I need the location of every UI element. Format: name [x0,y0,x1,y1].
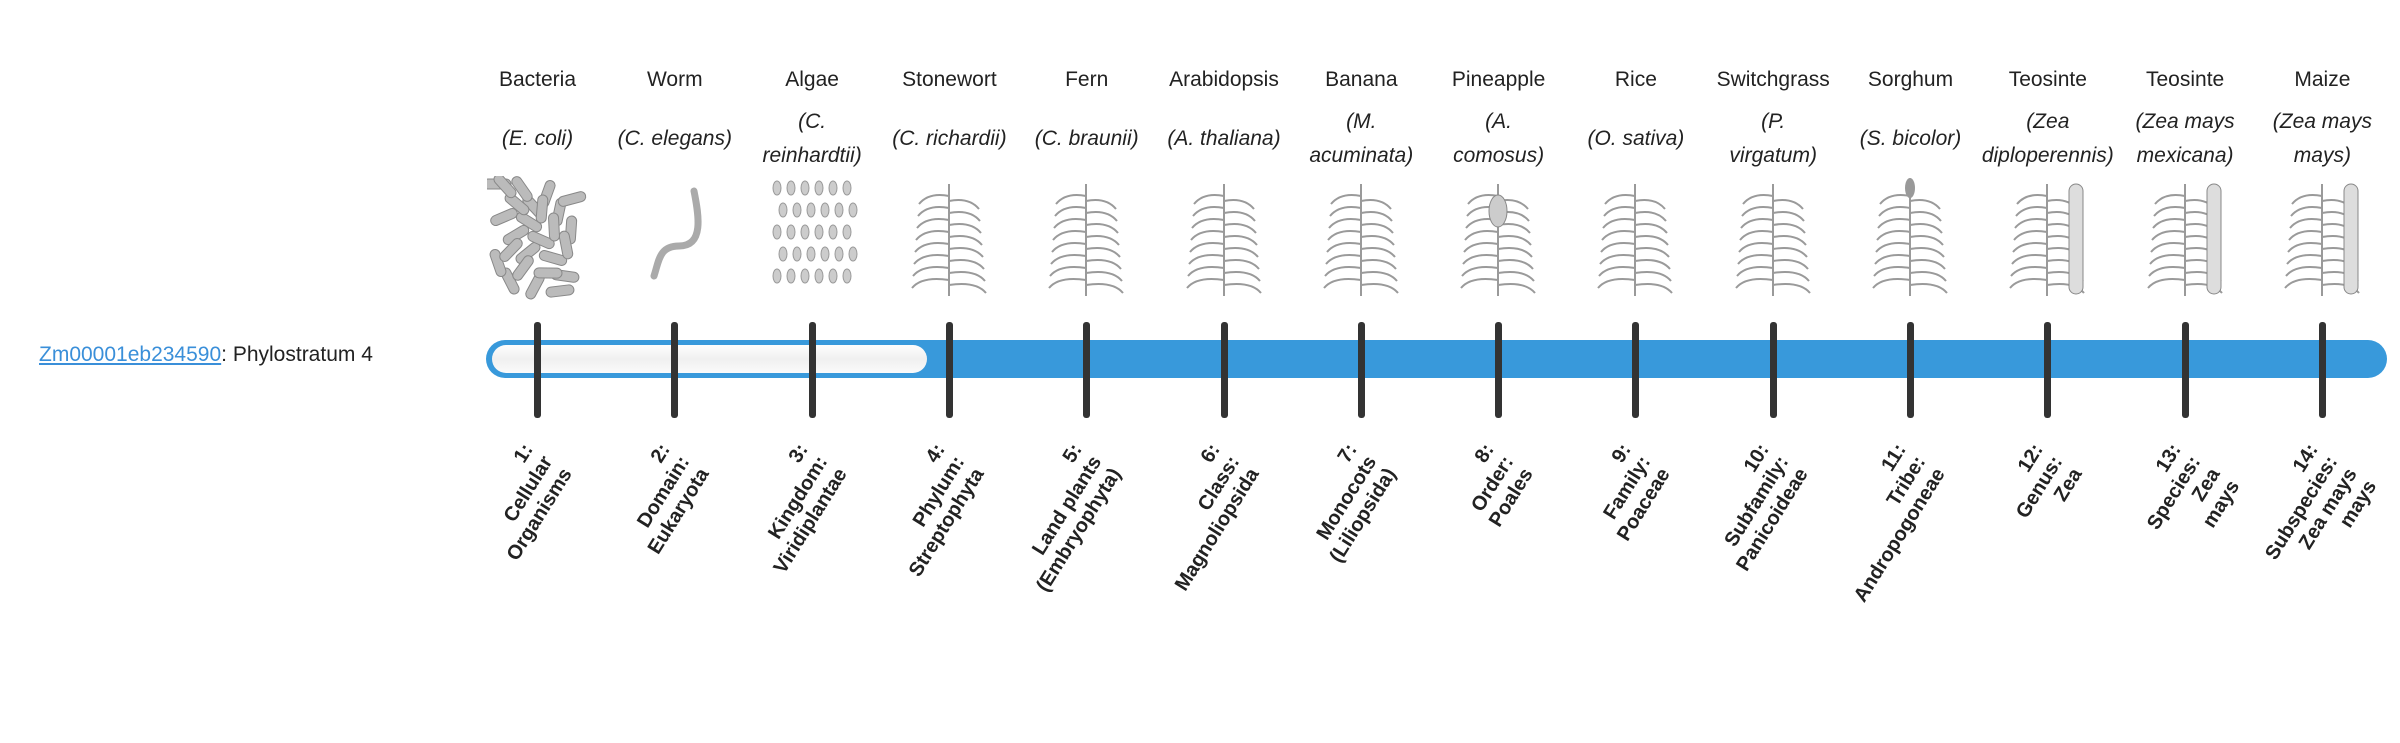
banana-icon [1311,176,1411,300]
organism-name: Arabidopsis [1169,68,1279,91]
stratum-tick [1083,322,1091,418]
stratum-tick [534,322,541,418]
phylostratum-bar-empty [492,345,927,373]
species-name: (C. richardii) [892,127,1007,150]
stratum-tick [945,322,953,418]
stratum-tick [1495,322,1503,418]
stratum-tick [1632,322,1640,418]
species-name: (C. braunii) [1034,127,1139,150]
algae-icon [762,176,862,300]
organism-name: Banana [1325,68,1398,91]
arabidopsis-icon [1174,176,1274,300]
phylostratum-text: Phylostratum 4 [232,343,373,366]
species-name: (C. reinhardtii) [762,110,862,167]
stratum-tick [1769,322,1777,418]
stratum-tick [1357,322,1365,418]
stratum-tick [2044,322,2052,418]
phylostratum-bar [486,340,2387,378]
gene-id-link[interactable]: Zm00001eb234590 [39,343,222,366]
organism-name: Stonewort [902,68,997,91]
species-name: (P. virgatum) [1729,110,1817,167]
organism-name: Maize [2294,68,2351,91]
species-name: (O. sativa) [1587,127,1685,150]
teosinte-icon [2135,176,2235,300]
gene-separator: : [221,343,233,366]
worm-icon [624,176,724,300]
maize-icon [2272,176,2372,300]
species-name: (Zea mays mexicana) [2135,110,2235,167]
species-name: (A. comosus) [1453,110,1545,167]
species-name: (Zea mays mays) [2272,110,2372,167]
organism-name: Sorghum [1867,68,1954,91]
stratum-tick [2181,322,2189,418]
organism-name: Worm [646,68,703,91]
stonewort-icon [899,176,999,300]
fern-icon [1036,176,1136,300]
stratum-tick [2318,322,2326,418]
stratum-tick [1907,322,1914,418]
switchgrass-icon [1723,176,1823,300]
bacteria-icon [482,173,587,300]
species-name: (C. elegans) [617,127,732,150]
stratum-tick [671,322,679,418]
organism-name: Fern [1065,68,1109,91]
gene-label: Zm00001eb234590: Phylostratum 4 [39,343,373,367]
rice-icon [1585,176,1685,300]
organism-name: Switchgrass [1716,68,1830,91]
stratum-tick [1220,322,1228,418]
organism-name: Teosinte [2145,68,2225,91]
species-name: (M. acuminata) [1309,110,1414,167]
stratum-tick [808,322,816,418]
organism-name: Pineapple [1451,68,1546,91]
teosinte-icon [1997,176,2097,300]
species-name: (A. thaliana) [1167,127,1281,150]
organism-name: Rice [1614,68,1657,91]
species-name: (Zea diploperennis) [1981,110,2114,167]
organism-name: Algae [785,68,839,91]
organism-name: Bacteria [498,68,577,91]
sorghum-icon [1860,176,1960,300]
organism-name: Teosinte [2008,68,2087,91]
species-name: (S. bicolor) [1859,127,1962,150]
pineapple-icon [1448,176,1548,300]
species-name: (E. coli) [501,127,574,150]
